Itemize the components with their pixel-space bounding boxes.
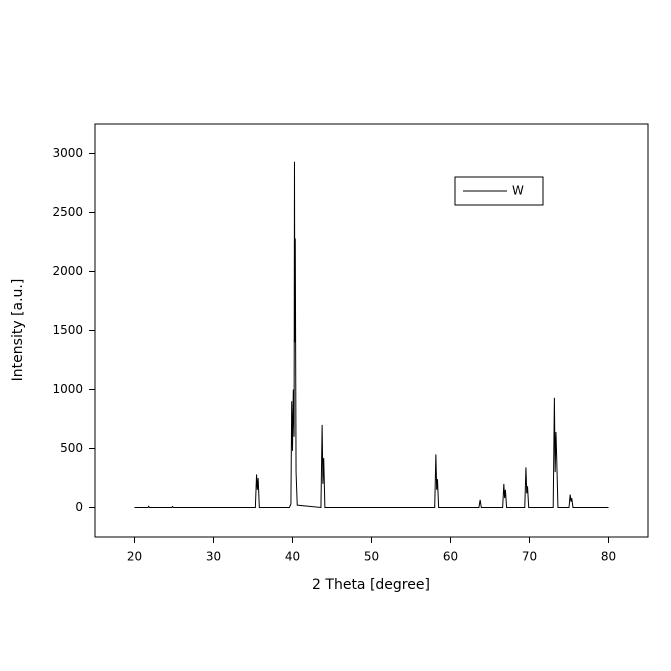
x-tick-label: 80 bbox=[601, 550, 616, 564]
x-tick-label: 70 bbox=[522, 550, 537, 564]
y-tick-label: 3000 bbox=[52, 146, 83, 160]
x-tick-label: 40 bbox=[285, 550, 300, 564]
plot-frame bbox=[94, 123, 649, 538]
x-tick-label: 30 bbox=[206, 550, 221, 564]
data-line bbox=[134, 161, 609, 509]
y-tick-label: 2500 bbox=[52, 205, 83, 219]
y-tick-label: 500 bbox=[60, 441, 83, 455]
y-tick-label: 0 bbox=[75, 500, 83, 514]
y-axis-label: Intensity [a.u.] bbox=[10, 279, 26, 382]
x-axis-label: 2 Theta [degree] bbox=[312, 577, 430, 593]
x-tick-label: 50 bbox=[364, 550, 379, 564]
y-tick-label: 1000 bbox=[52, 382, 83, 396]
y-tick-label: 2000 bbox=[52, 264, 83, 278]
x-tick-label: 20 bbox=[127, 550, 142, 564]
legend-label: W bbox=[512, 184, 524, 198]
x-tick-label: 60 bbox=[443, 550, 458, 564]
y-tick-label: 1500 bbox=[52, 323, 83, 337]
